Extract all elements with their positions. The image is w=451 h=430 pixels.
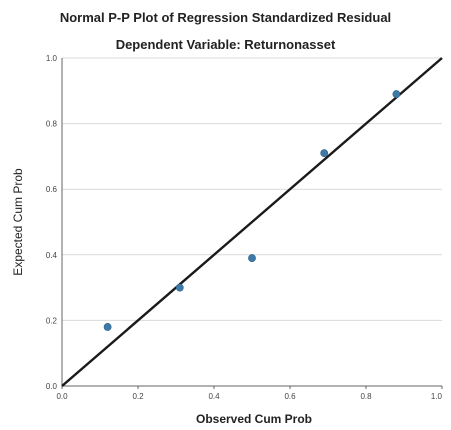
data-point [175, 283, 184, 292]
plot-frame [61, 58, 442, 387]
y-axis-label: Expected Cum Prob [11, 168, 25, 276]
data-point [248, 254, 256, 262]
y-tick-label: 0.6 [46, 185, 58, 194]
x-axis-label: Observed Cum Prob [196, 412, 312, 426]
x-tick-label: 0.2 [132, 392, 144, 401]
reference-line [61, 57, 443, 387]
data-points [103, 90, 401, 331]
y-tick-label: 1.0 [46, 54, 58, 63]
tick-labels: 0.0 0.2 0.4 0.6 0.8 1.0 0.0 0.2 0.4 0.6 0.8 1.0 [46, 54, 443, 401]
y-tick-label: 0.2 [46, 316, 58, 325]
x-tick-label: 0.6 [284, 392, 296, 401]
x-tick-label: 0.4 [208, 392, 220, 401]
data-point [320, 149, 329, 158]
x-tick-label: 0.0 [56, 392, 68, 401]
chart-title: Normal P-P Plot of Regression Standardiz… [59, 10, 392, 25]
chart-subtitle: Dependent Variable: Returnonasset [115, 37, 336, 52]
x-tick-label: 1.0 [431, 392, 443, 401]
data-point [392, 90, 401, 98]
data-point [103, 323, 112, 331]
y-tick-label: 0.8 [46, 120, 58, 129]
y-tick-label: 0.0 [46, 382, 58, 391]
y-tick-label: 0.4 [46, 251, 58, 260]
x-tick-label: 0.8 [360, 392, 372, 401]
